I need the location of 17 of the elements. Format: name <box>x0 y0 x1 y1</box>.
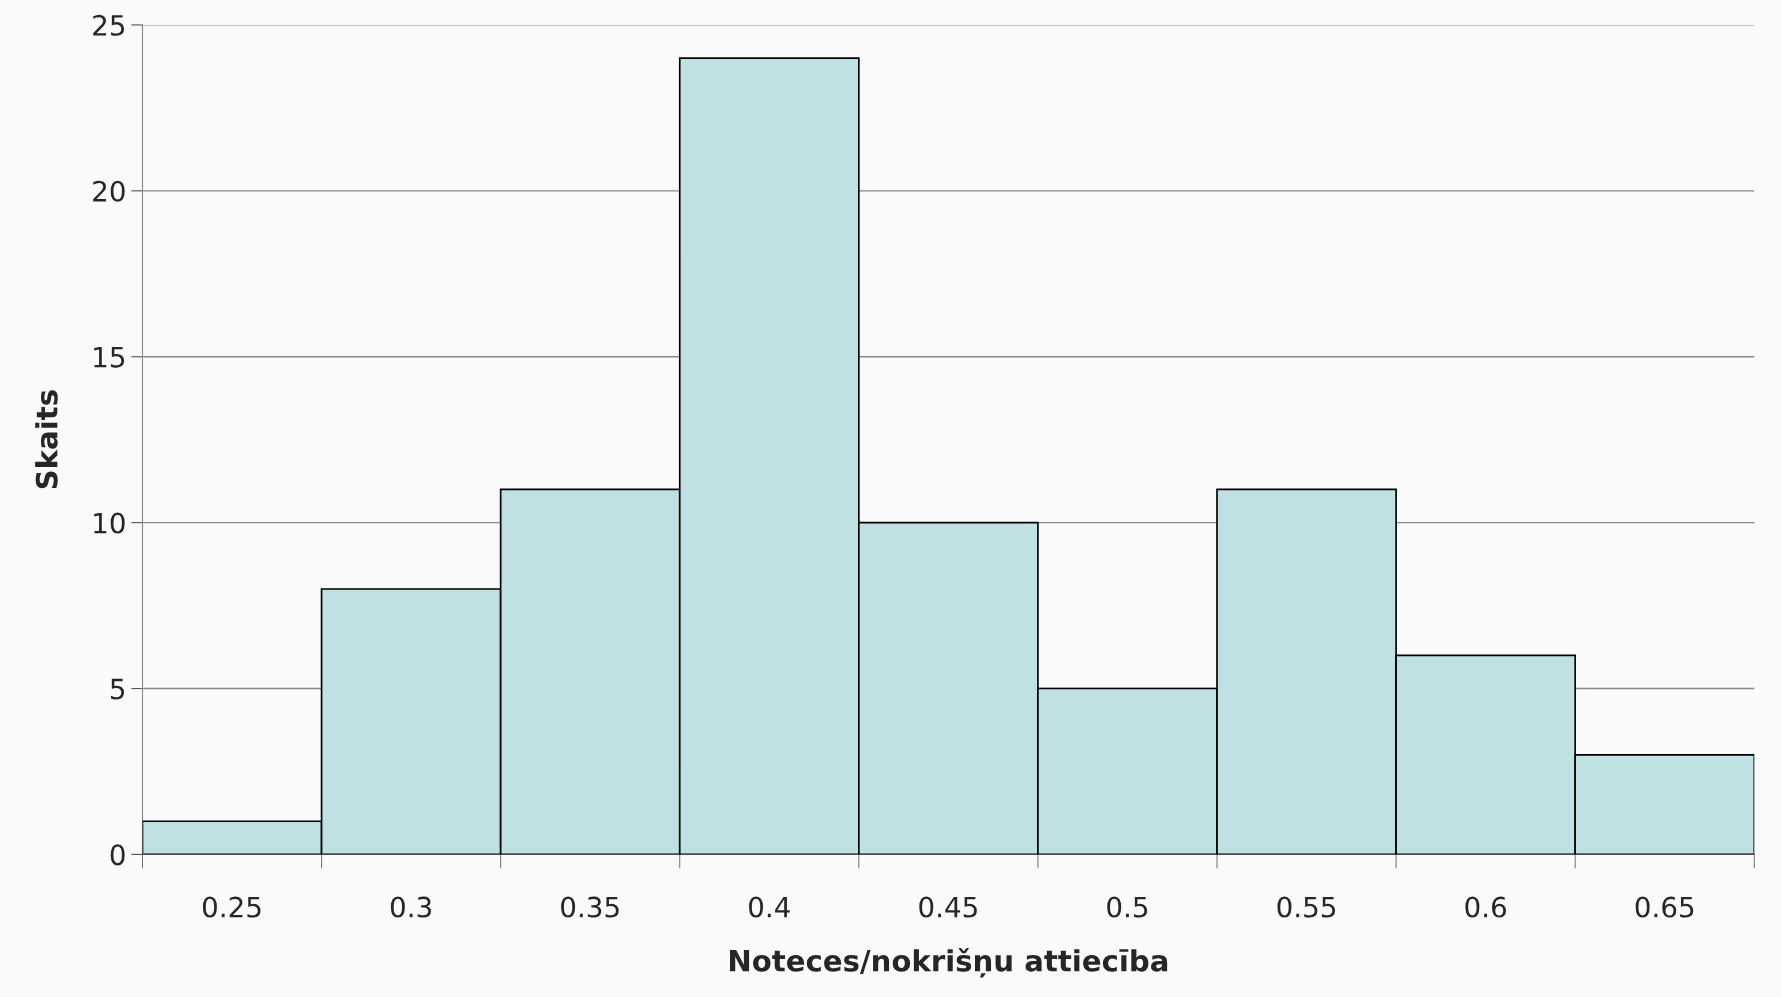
y-tick-label: 5 <box>110 678 125 700</box>
x-tick-label: 0.35 <box>561 896 619 918</box>
y-tick-label: 20 <box>93 180 125 202</box>
y-tick-label: 0 <box>110 844 125 866</box>
x-tick-label: 0.4 <box>749 896 790 918</box>
x-tick-label: 0.65 <box>1635 896 1694 918</box>
x-tick-label: 0.25 <box>202 896 261 918</box>
x-tick-label: 0.55 <box>1277 896 1336 918</box>
x-tick-label: 0.5 <box>1107 896 1148 918</box>
x-tick-label: 0.6 <box>1465 896 1506 918</box>
y-tick-label: 15 <box>94 347 125 368</box>
y-axis-title: Skaits <box>35 390 58 489</box>
y-tick-label: 10 <box>94 512 125 534</box>
x-tick-label: 0.3 <box>390 896 431 918</box>
x-tick-label: 0.45 <box>919 896 977 918</box>
x-axis-title: Noteces/nokrišņu attiecība <box>730 947 1168 978</box>
y-tick-label: 25 <box>93 14 125 36</box>
